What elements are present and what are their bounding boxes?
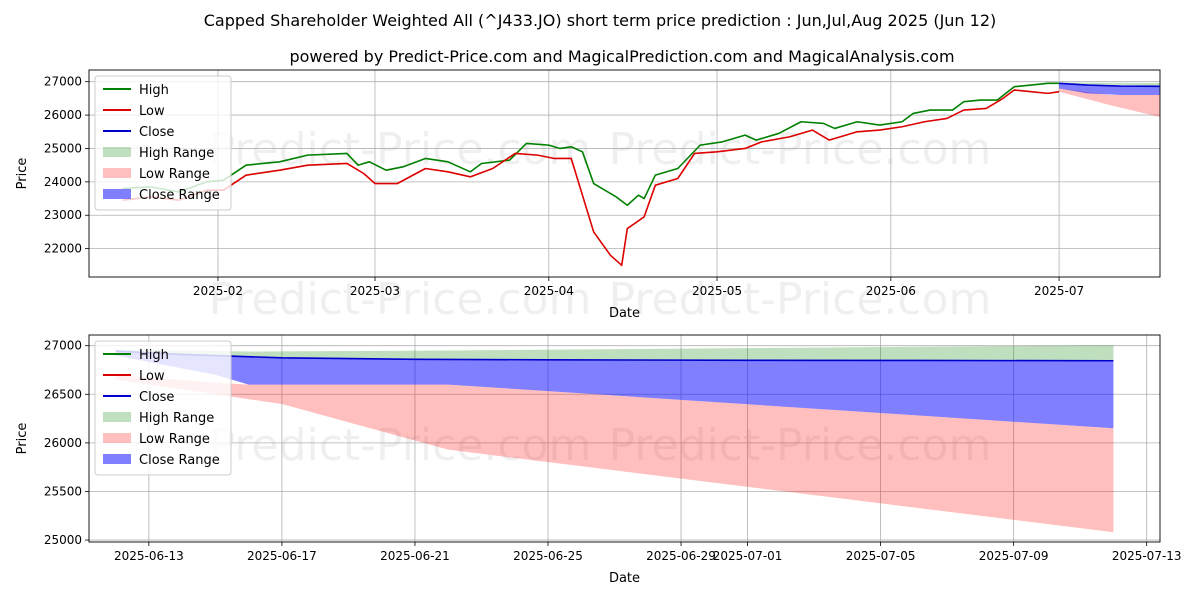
y-tick-label: 25500 <box>44 484 82 498</box>
legend-label-high: High <box>139 83 169 98</box>
high-series-line <box>122 82 1060 207</box>
legend-label-low: Low <box>139 369 165 384</box>
legend-label-close-range: Close Range <box>139 453 220 468</box>
plot-area <box>115 345 1114 533</box>
x-tick-label: 2025-02 <box>193 284 243 298</box>
x-tick-label: 2025-07-01 <box>713 549 783 563</box>
y-tick-label: 27000 <box>44 75 82 89</box>
x-axis-label: Date <box>609 571 640 586</box>
x-tick-label: 2025-05 <box>692 284 742 298</box>
low-range-band <box>115 374 1114 533</box>
legend-swatch-high-range <box>103 412 131 422</box>
y-tick-label: 22000 <box>44 242 82 256</box>
watermark-text: Predict-Price.com <box>609 420 992 471</box>
watermark-text: Predict-Price.com <box>209 420 592 471</box>
x-tick-label: 2025-06-25 <box>513 549 583 563</box>
y-tick-label: 25000 <box>44 533 82 547</box>
x-tick-label: 2025-07-13 <box>1112 549 1182 563</box>
legend-swatch-low-range <box>103 168 131 178</box>
legend-label-high-range: High Range <box>139 146 214 161</box>
low-series-line <box>122 89 1060 267</box>
x-tick-label: 2025-03 <box>350 284 400 298</box>
legend: High Low Close High Range Low Range Close Ran… <box>94 340 232 476</box>
legend-swatch-high-range <box>103 147 131 157</box>
chart-subtitle: powered by Predict-Price.com and Magical… <box>289 47 954 66</box>
y-tick-label: 23000 <box>44 208 82 222</box>
y-tick-label: 25000 <box>44 141 82 155</box>
x-tick-label: 2025-04 <box>524 284 574 298</box>
y-tick-label: 27000 <box>44 339 82 353</box>
high-range-band <box>115 345 1114 361</box>
x-tick-label: 2025-06-29 <box>646 549 716 563</box>
legend-label-high: High <box>139 348 169 363</box>
x-tick-label: 2025-07 <box>1034 284 1084 298</box>
x-axis-label: Date <box>609 306 640 321</box>
watermark-text: Predict-Price.com <box>609 274 992 325</box>
legend-label-high-range: High Range <box>139 411 214 426</box>
high-range-band <box>1059 82 1160 86</box>
legend-swatch-close-range <box>103 189 131 199</box>
chart-title: Capped Shareholder Weighted All (^J433.J… <box>204 11 997 30</box>
close-range-band <box>115 351 1114 429</box>
watermark-text: Predict-Price.com <box>209 124 592 175</box>
y-tick-label: 26000 <box>44 436 82 450</box>
y-axis-label: Price <box>15 423 30 455</box>
close-series-line <box>1059 82 1160 88</box>
x-tick-label: 2025-06-17 <box>247 549 317 563</box>
bottom-chart-panel: Predict-Price.com Predict-Price.com 2025-0… <box>15 334 1182 586</box>
x-tick-label: 2025-07-05 <box>846 549 916 563</box>
watermark-text: Predict-Price.com <box>209 274 592 325</box>
x-tick-label: 2025-06-13 <box>114 549 184 563</box>
x-tick-label: 2025-07-09 <box>979 549 1049 563</box>
plot-area <box>122 82 1160 267</box>
legend: High Low Close High Range Low Range Close Ran… <box>94 75 232 211</box>
legend-label-close: Close <box>139 125 174 140</box>
watermark-text: Predict-Price.com <box>609 124 992 175</box>
y-tick-label: 26000 <box>44 108 82 122</box>
low-range-band <box>1059 88 1160 118</box>
legend-label-low-range: Low Range <box>139 167 210 182</box>
axes-frame <box>88 69 1161 278</box>
y-tick-label: 24000 <box>44 175 82 189</box>
x-tick-label: 2025-06-21 <box>380 549 450 563</box>
legend-label-low: Low <box>139 104 165 119</box>
legend-swatch-close-range <box>103 454 131 464</box>
legend-swatch-low-range <box>103 433 131 443</box>
y-axis-label: Price <box>15 158 30 190</box>
legend-label-close: Close <box>139 390 174 405</box>
top-chart-panel: Predict-Price.com Predict-Price.com Predic… <box>15 69 1161 325</box>
y-tick-label: 26500 <box>44 387 82 401</box>
legend-label-close-range: Close Range <box>139 188 220 203</box>
axes-frame <box>88 334 1161 543</box>
legend-label-low-range: Low Range <box>139 432 210 447</box>
x-tick-label: 2025-06 <box>866 284 916 298</box>
